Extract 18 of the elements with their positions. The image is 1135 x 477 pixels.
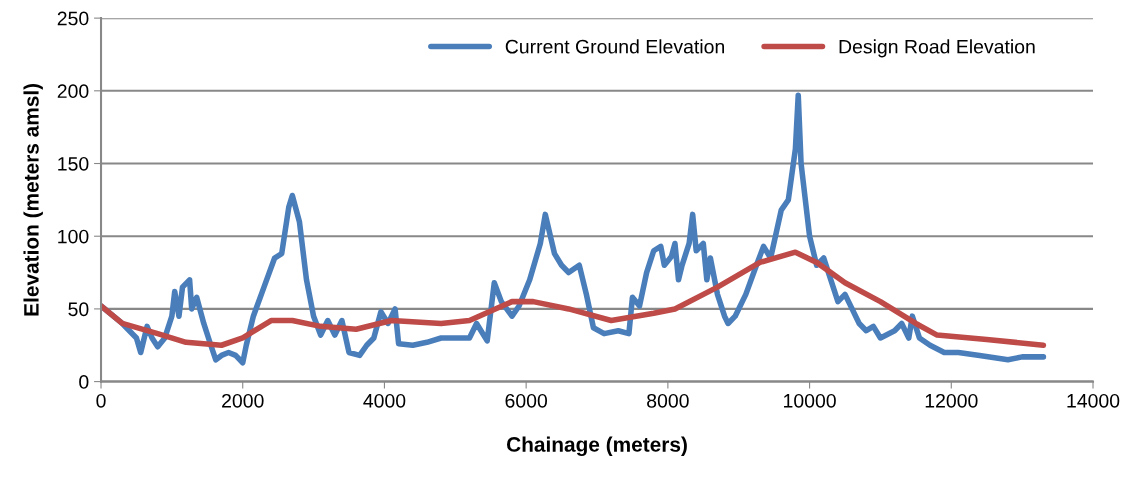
legend-label: Current Ground Elevation: [505, 39, 724, 54]
x-tick-label: 2000: [222, 393, 264, 408]
y-tick-label: 250: [57, 11, 89, 26]
x-tick-label: 4000: [363, 393, 406, 408]
legend-label: Design Road Elevation: [839, 39, 1035, 58]
y-tick-label: 150: [58, 156, 89, 171]
x-tick-label: 6000: [505, 393, 548, 408]
y-axis-title: Elevation (meters amsl): [23, 83, 43, 316]
x-tick-label: 12000: [925, 393, 978, 408]
y-tick-label: 50: [68, 302, 89, 317]
y-tick-label: 200: [57, 84, 89, 99]
x-axis-title: Chainage (meters): [506, 436, 687, 457]
x-tick-label: 14000: [1067, 393, 1120, 408]
x-tick-label: 10000: [784, 393, 836, 408]
x-tick-label: 0: [96, 393, 106, 408]
x-tick-label: 8000: [647, 393, 689, 408]
y-tick-label: 0: [79, 375, 89, 389]
y-tick-label: 100: [58, 229, 89, 244]
